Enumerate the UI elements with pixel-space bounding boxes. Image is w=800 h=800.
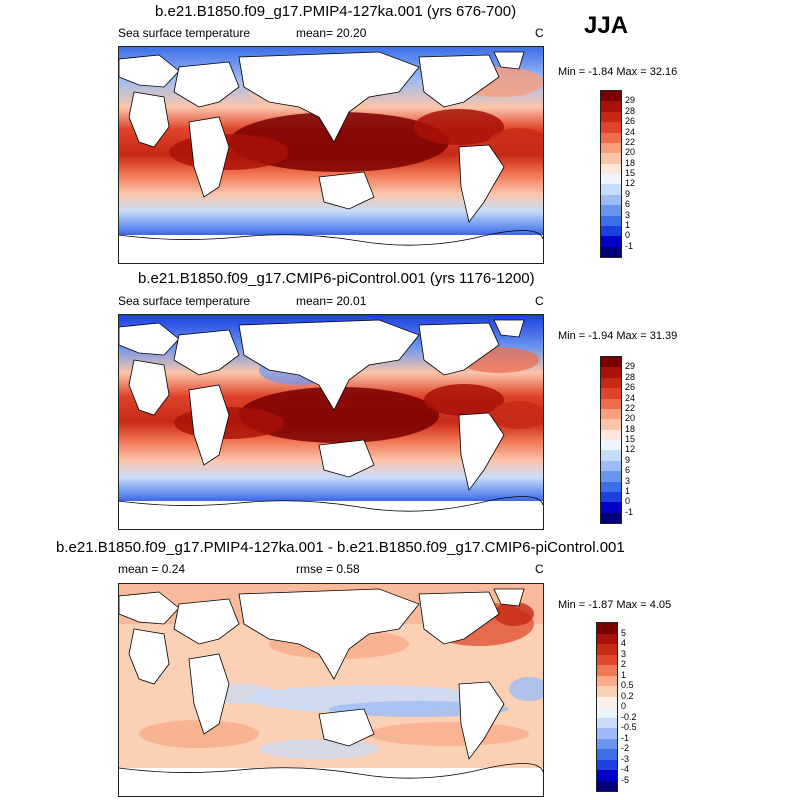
panel-3-mean-label: mean = 0.24: [118, 562, 186, 576]
panel-3-map: [118, 583, 544, 797]
colorbar-tick: 15: [625, 168, 636, 178]
panel-2-title: b.e21.B1850.f09_g17.CMIP6-piControl.001 …: [138, 270, 535, 287]
colorbar-tick: 9: [625, 454, 631, 465]
season-label: JJA: [584, 12, 629, 39]
panel-1-map: [118, 46, 544, 264]
colorbar-tick: 28: [625, 371, 636, 382]
colorbar-tick: 26: [625, 116, 636, 127]
colorbar-tick: 28: [625, 105, 636, 116]
colorbar-tick: -0.2: [621, 711, 637, 722]
colorbar-tick: -4: [621, 764, 630, 774]
colorbar-tick: -1: [625, 240, 634, 251]
panel-3-minmax: Min = -1.87 Max = 4.05: [558, 599, 672, 611]
colorbar-tick: -5: [621, 774, 630, 785]
colorbar-tick: 29: [625, 361, 636, 372]
panel-1-units-label: C: [535, 26, 544, 40]
colorbar-tick: 1: [625, 219, 631, 230]
panel-1-mean-label: mean= 20.20: [296, 26, 367, 40]
colorbar-tick: -2: [621, 743, 630, 753]
panel-1-colorbar: [600, 90, 622, 258]
panel-1-title: b.e21.B1850.f09_g17.PMIP4-127ka.001 (yrs…: [155, 3, 517, 20]
panel-3-title: b.e21.B1850.f09_g17.PMIP4-127ka.001 - b.…: [56, 539, 625, 556]
colorbar-tick: 18: [625, 423, 636, 434]
colorbar-tick: 0.2: [621, 690, 634, 701]
panel-3-colorbar: [596, 622, 618, 792]
panel-2-minmax: Min = -1.94 Max = 31.39: [558, 330, 678, 342]
panel-1-variable-label: Sea surface temperature: [118, 26, 251, 40]
colorbar-tick: -0.5: [621, 722, 637, 732]
colorbar-tick: 2: [621, 659, 627, 669]
colorbar-tick: 1: [625, 485, 631, 496]
colorbar-tick: 22: [625, 136, 636, 147]
colorbar-tick: 9: [625, 188, 631, 199]
colorbar-tick: 26: [625, 382, 636, 393]
colorbar-tick: -1: [625, 506, 634, 517]
colorbar-tick: 0: [621, 701, 627, 711]
colorbar-tick: 20: [625, 413, 636, 424]
panel-2-sst-field: [119, 315, 543, 529]
colorbar-tick: 15: [625, 434, 636, 444]
panel-1-sst-field: [119, 47, 543, 263]
panel-3-rmse-label: rmse = 0.58: [296, 562, 360, 576]
panel-3-colorbar-labels: 5 4 3 2 1 0.5 0.2 0 -0.2 -0.5 -1 -2 -3 -…: [621, 622, 651, 790]
panel-3-difference-field: [119, 584, 543, 796]
colorbar-tick: 3: [621, 648, 627, 659]
colorbar-tick: 4: [621, 638, 627, 648]
panel-2-variable-label: Sea surface temperature: [118, 294, 251, 308]
colorbar-tick: 22: [625, 402, 636, 413]
panel-2-mean-label: mean= 20.01: [296, 294, 367, 308]
panel-2-colorbar: [600, 356, 622, 524]
panel-1-minmax: Min = -1.84 Max = 32.16: [558, 66, 678, 78]
colorbar-tick: 3: [625, 209, 631, 220]
colorbar-tick: 12: [625, 178, 636, 189]
colorbar-tick: 0: [625, 496, 631, 507]
colorbar-tick: 5: [621, 627, 627, 638]
colorbar-tick: 24: [625, 126, 636, 137]
colorbar-tick: 1: [621, 669, 627, 680]
colorbar-tick: 29: [625, 95, 636, 106]
colorbar-tick: 12: [625, 444, 636, 455]
colorbar-tick: 6: [625, 199, 631, 210]
panel-2-units-label: C: [535, 294, 544, 308]
colorbar-tick: 24: [625, 392, 636, 403]
colorbar-tick: 0: [625, 230, 631, 241]
colorbar-tick: 0.5: [621, 680, 634, 690]
panel-1-colorbar-labels: 29 28 26 24 22 20 18 15 12 9 6 3 1 0 -1: [625, 90, 655, 256]
colorbar-tick: 3: [625, 475, 631, 486]
panel-2-colorbar-labels: 29 28 26 24 22 20 18 15 12 9 6 3 1 0 -1: [625, 356, 655, 522]
panel-3-units-label: C: [535, 562, 544, 576]
colorbar-tick: 18: [625, 157, 636, 168]
colorbar-tick: 20: [625, 147, 636, 158]
panel-2-map: [118, 314, 544, 530]
colorbar-tick: -3: [621, 753, 630, 764]
colorbar-tick: -1: [621, 732, 630, 743]
colorbar-tick: 6: [625, 465, 631, 476]
